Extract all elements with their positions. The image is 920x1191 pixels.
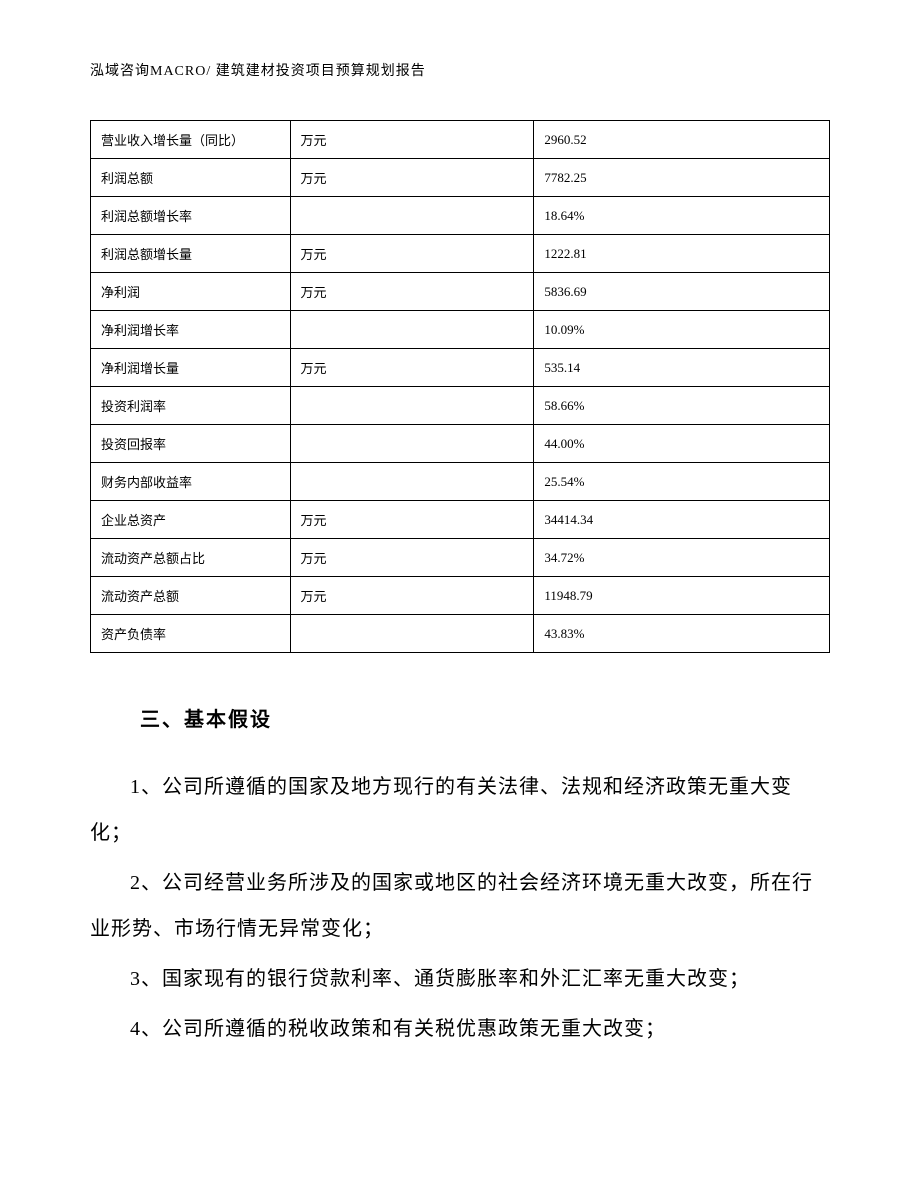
table-cell-label: 净利润 [91,273,291,311]
table-cell-unit [290,425,534,463]
table-cell-value: 58.66% [534,387,830,425]
table-cell-value: 1222.81 [534,235,830,273]
table-cell-value: 25.54% [534,463,830,501]
table-cell-value: 18.64% [534,197,830,235]
table-cell-value: 44.00% [534,425,830,463]
table-cell-unit [290,197,534,235]
table-row: 净利润万元5836.69 [91,273,830,311]
table-cell-unit [290,387,534,425]
table-cell-label: 利润总额增长率 [91,197,291,235]
page-header: 泓域咨询MACRO/ 建筑建材投资项目预算规划报告 [90,60,830,80]
section-heading: 三、基本假设 [140,703,830,732]
table-cell-value: 34.72% [534,539,830,577]
table-cell-unit: 万元 [290,159,534,197]
table-cell-label: 投资回报率 [91,425,291,463]
table-cell-value: 43.83% [534,615,830,653]
table-cell-label: 流动资产总额 [91,577,291,615]
body-paragraph: 2、公司经营业务所涉及的国家或地区的社会经济环境无重大改变，所在行业形势、市场行… [90,860,830,952]
table-cell-label: 利润总额 [91,159,291,197]
table-cell-label: 财务内部收益率 [91,463,291,501]
paragraphs-container: 1、公司所遵循的国家及地方现行的有关法律、法规和经济政策无重大变化；2、公司经营… [90,764,830,1052]
table-row: 利润总额增长量万元1222.81 [91,235,830,273]
body-paragraph: 3、国家现有的银行贷款利率、通货膨胀率和外汇汇率无重大改变； [90,956,830,1002]
table-cell-unit: 万元 [290,349,534,387]
table-cell-unit [290,615,534,653]
table-cell-value: 5836.69 [534,273,830,311]
table-cell-unit [290,463,534,501]
table-cell-unit: 万元 [290,539,534,577]
table-cell-unit: 万元 [290,273,534,311]
table-cell-unit: 万元 [290,577,534,615]
table-cell-value: 10.09% [534,311,830,349]
table-cell-label: 企业总资产 [91,501,291,539]
table-row: 流动资产总额占比万元34.72% [91,539,830,577]
table-row: 财务内部收益率 25.54% [91,463,830,501]
table-cell-label: 流动资产总额占比 [91,539,291,577]
table-cell-value: 2960.52 [534,121,830,159]
body-paragraph: 1、公司所遵循的国家及地方现行的有关法律、法规和经济政策无重大变化； [90,764,830,856]
table-cell-label: 净利润增长量 [91,349,291,387]
table-cell-unit: 万元 [290,235,534,273]
table-row: 利润总额增长率 18.64% [91,197,830,235]
table-row: 利润总额万元7782.25 [91,159,830,197]
table-cell-unit [290,311,534,349]
table-cell-label: 利润总额增长量 [91,235,291,273]
body-paragraph: 4、公司所遵循的税收政策和有关税优惠政策无重大改变； [90,1006,830,1052]
table-cell-value: 535.14 [534,349,830,387]
table-cell-label: 营业收入增长量（同比） [91,121,291,159]
table-row: 营业收入增长量（同比）万元2960.52 [91,121,830,159]
table-row: 资产负债率 43.83% [91,615,830,653]
table-cell-unit: 万元 [290,501,534,539]
table-cell-value: 7782.25 [534,159,830,197]
table-row: 流动资产总额万元11948.79 [91,577,830,615]
table-cell-label: 投资利润率 [91,387,291,425]
table-cell-value: 11948.79 [534,577,830,615]
table-row: 企业总资产万元34414.34 [91,501,830,539]
table-cell-value: 34414.34 [534,501,830,539]
table-cell-unit: 万元 [290,121,534,159]
table-row: 投资回报率 44.00% [91,425,830,463]
table-row: 净利润增长率 10.09% [91,311,830,349]
financial-table: 营业收入增长量（同比）万元2960.52利润总额万元7782.25利润总额增长率… [90,120,830,653]
table-cell-label: 净利润增长率 [91,311,291,349]
table-row: 净利润增长量万元535.14 [91,349,830,387]
table-cell-label: 资产负债率 [91,615,291,653]
table-row: 投资利润率 58.66% [91,387,830,425]
